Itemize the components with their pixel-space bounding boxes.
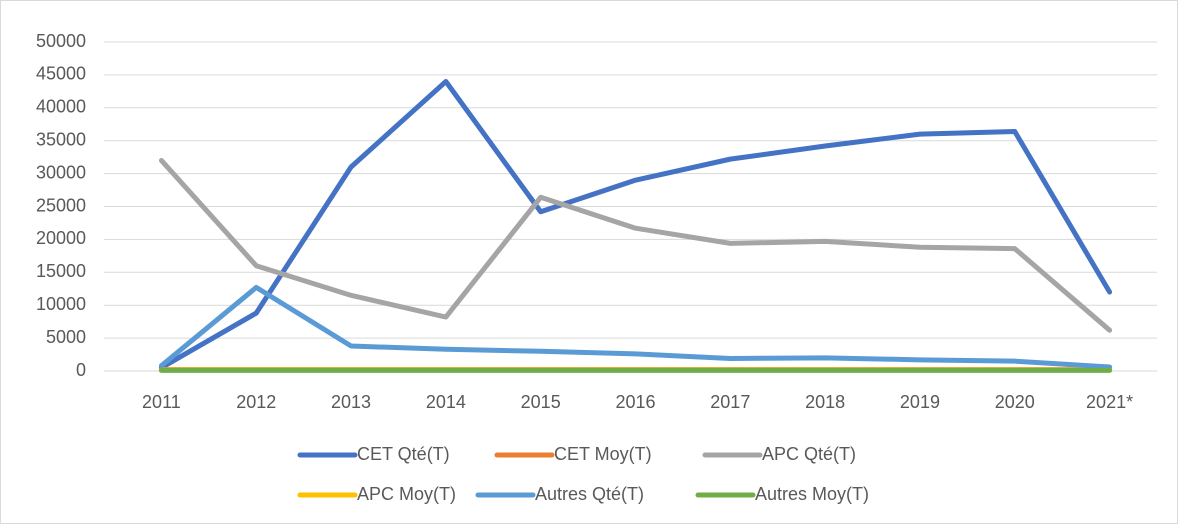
- x-tick-label: 2021*: [1086, 392, 1133, 412]
- x-tick-label: 2013: [331, 392, 371, 412]
- legend-label: Autres Qté(T): [535, 484, 644, 504]
- y-tick-label: 10000: [36, 294, 86, 314]
- legend-label: Autres Moy(T): [755, 484, 869, 504]
- series-line: [158, 78, 1113, 371]
- series-line: [158, 157, 1113, 333]
- y-tick-label: 45000: [36, 64, 86, 84]
- x-tick-label: 2017: [710, 392, 750, 412]
- y-tick-label: 30000: [36, 162, 86, 182]
- series-line: [158, 284, 1113, 370]
- y-tick-label: 20000: [36, 228, 86, 248]
- y-tick-label: 40000: [36, 97, 86, 117]
- y-tick-label: 35000: [36, 129, 86, 149]
- y-tick-label: 15000: [36, 261, 86, 281]
- x-tick-label: 2019: [900, 392, 940, 412]
- x-tick-label: 2018: [805, 392, 845, 412]
- x-tick-label: 2011: [142, 392, 181, 412]
- legend-label: CET Moy(T): [554, 444, 652, 464]
- legend-label: APC Qté(T): [762, 444, 856, 464]
- y-tick-label: 5000: [46, 327, 86, 347]
- y-tick-label: 25000: [36, 195, 86, 215]
- x-tick-label: 2016: [615, 392, 655, 412]
- y-tick-label: 50000: [36, 31, 86, 51]
- legend-label: CET Qté(T): [357, 444, 450, 464]
- legend-label: APC Moy(T): [357, 484, 456, 504]
- y-tick-label: 0: [76, 360, 86, 380]
- x-tick-label: 2014: [426, 392, 466, 412]
- x-tick-label: 2015: [521, 392, 561, 412]
- x-tick-label: 2020: [995, 392, 1035, 412]
- x-tick-label: 2012: [236, 392, 276, 412]
